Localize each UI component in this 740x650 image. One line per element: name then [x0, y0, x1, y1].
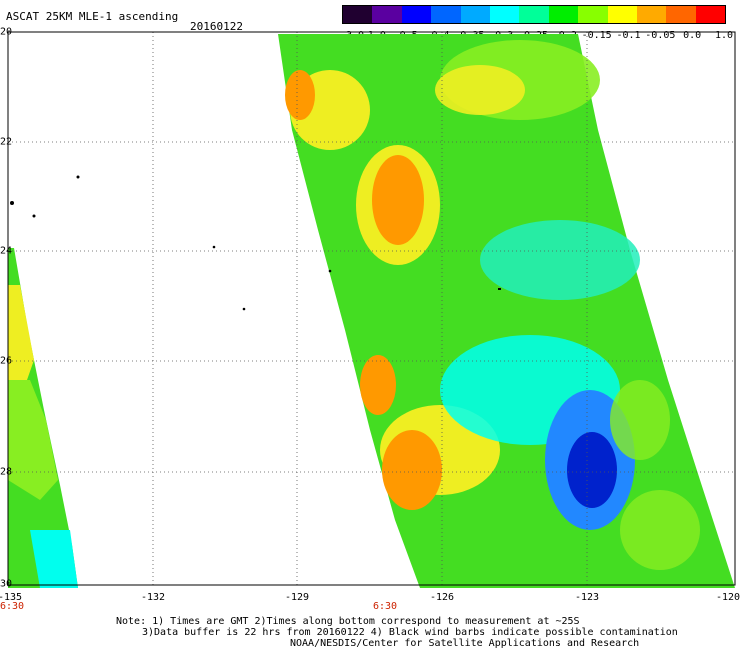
wind-barb-mark — [32, 214, 36, 218]
wind-barb-mark — [242, 307, 246, 311]
left-swath-yellow — [8, 285, 34, 400]
product-date: 20160122 — [190, 20, 243, 33]
colorbar-tick-label: 1.0 — [714, 30, 734, 41]
wind-barb-mark — [328, 269, 332, 273]
colorbar-segment — [519, 6, 549, 23]
wind-barb-mark — [498, 288, 501, 290]
colorbar-segment — [401, 6, 432, 23]
colorbar-tick-label: 0.0 — [683, 30, 702, 41]
left-swath-lime — [8, 380, 58, 500]
colorbar-tick-label: -0.1 — [616, 30, 641, 41]
lat-label: 20 — [0, 26, 13, 38]
swath-lime-east — [610, 380, 670, 460]
time-label: 6:30 — [0, 601, 25, 612]
colorbar-tick-label: -0.15 — [581, 30, 612, 41]
wind-barb-mark — [212, 245, 216, 249]
time-label: 6:30 — [373, 601, 398, 612]
wind-barb-mark — [10, 201, 14, 205]
colorbar-segment — [489, 6, 520, 23]
lat-label: 30 — [0, 578, 13, 590]
colorbar-segment — [636, 6, 667, 23]
colorbar-segment — [460, 6, 490, 23]
colorbar-segment — [372, 6, 402, 23]
swath-darkblue — [567, 432, 617, 508]
colorbar-segment — [578, 6, 608, 23]
lat-label: 22 — [0, 136, 13, 148]
lon-label: -120 — [715, 592, 740, 603]
swath-cyan-mid — [480, 220, 640, 300]
lat-label: 24 — [0, 245, 13, 257]
lat-label: 26 — [0, 355, 13, 367]
note-line-1: Note: 1) Times are GMT 2)Times along bot… — [116, 616, 580, 627]
colorbar-segment — [607, 6, 637, 23]
note-line-2: 3)Data buffer is 22 hrs from 20160122 4)… — [142, 627, 678, 638]
wind-barb-mark — [76, 175, 80, 179]
swath-orange-nw — [285, 70, 315, 120]
lat-label: 28 — [0, 466, 13, 478]
colorbar-tick-label: -0.05 — [645, 30, 676, 41]
swath-yellow-area — [435, 65, 525, 115]
lon-label: -126 — [429, 592, 455, 603]
swath-orange-south — [382, 430, 442, 510]
swath-orange-center — [372, 155, 424, 245]
lon-label: -129 — [284, 592, 310, 603]
colorbar-segment — [431, 6, 461, 23]
product-title: ASCAT 25KM MLE-1 ascending — [6, 10, 179, 23]
colorbar-segment — [695, 6, 726, 23]
note-line-3: NOAA/NESDIS/Center for Satellite Applica… — [290, 638, 640, 649]
swath-orange-mid — [360, 355, 396, 415]
colorbar-segment — [548, 6, 579, 23]
left-swath-cyan — [30, 530, 78, 588]
lon-label: -135 — [0, 592, 23, 603]
swath-lime-se — [620, 490, 700, 570]
colorbar-segment — [343, 6, 373, 23]
lon-label: -132 — [140, 592, 166, 603]
colorbar — [342, 5, 726, 24]
colorbar-segment — [666, 6, 696, 23]
lon-label: -123 — [574, 592, 600, 603]
